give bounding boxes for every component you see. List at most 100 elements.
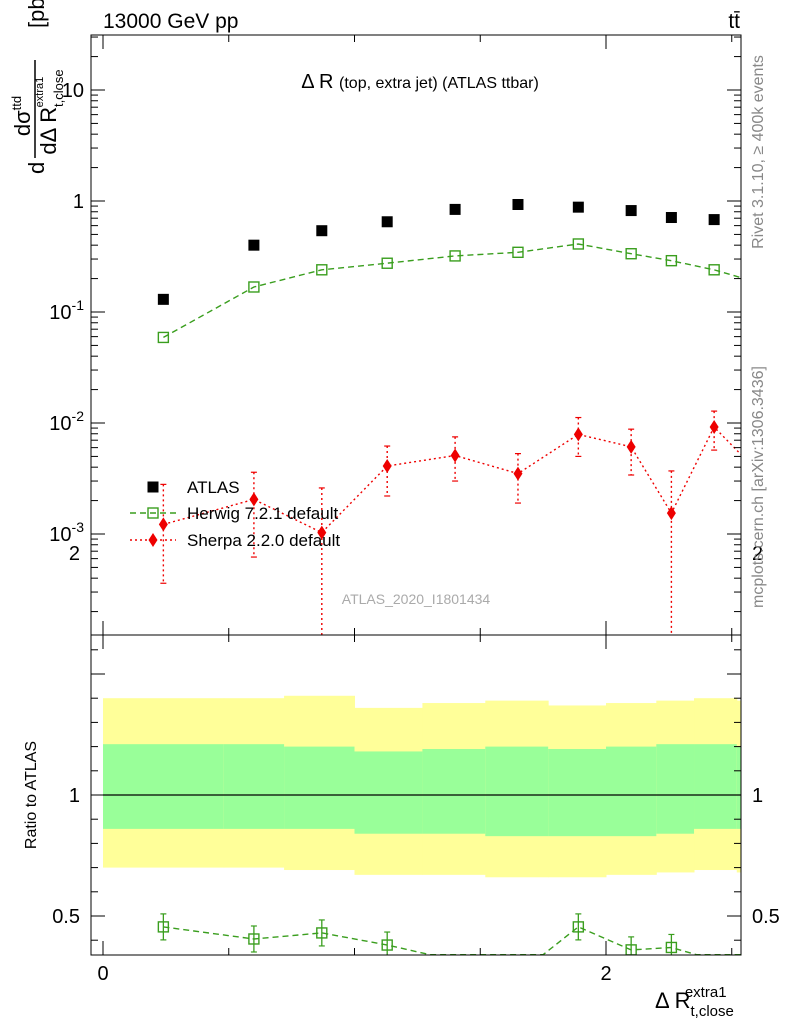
data-point (157, 293, 169, 305)
y-label-numerator: dσttd (9, 96, 35, 136)
y-label-prefix: d (24, 162, 49, 174)
process-label: tt̄ (728, 10, 740, 33)
ratio-data-point (572, 921, 585, 933)
x-tick-label: 2 (600, 963, 611, 985)
y-tick-label: 10-3 (49, 519, 84, 546)
y-label-unit: [pb] (24, 0, 49, 28)
chart-title: Δ R (top, extra jet) (ATLAS ttbar) (301, 71, 539, 93)
ratio-y-tick-label: 1 (752, 785, 763, 807)
legend-marker (147, 507, 159, 519)
data-point (381, 257, 393, 269)
data-point (625, 205, 637, 217)
data-point (572, 238, 585, 250)
data-point (512, 246, 524, 259)
ratio-series-herwig (157, 913, 741, 955)
data-point (248, 281, 260, 293)
mcplots-label: mcplots.cern.ch [arXiv:1306.3436] (750, 366, 767, 608)
data-point (449, 203, 461, 215)
data-point (512, 198, 524, 210)
data-point (626, 439, 636, 454)
data-point (316, 225, 328, 237)
data-point (381, 216, 393, 228)
ratio-uncertainty-bands (103, 695, 786, 878)
data-point (249, 492, 259, 507)
legend-marker (148, 533, 158, 547)
ratio-y-tick-label: 0.5 (752, 906, 780, 928)
y-tick-label: 10-2 (49, 408, 84, 435)
inner-band-segment (694, 744, 738, 829)
y-label-denominator: dΔ Rt,closeextra1 (34, 69, 66, 154)
series-line (163, 243, 741, 339)
x-axis-label: Δ Rt,closeextra1 (655, 984, 734, 1020)
data-point (709, 420, 719, 435)
data-point (665, 212, 677, 224)
inner-band-segment (548, 749, 607, 837)
main-y-axis: 10-3 10-2 10-1 1 10 (49, 35, 741, 635)
data-point (450, 448, 460, 463)
ratio-y-tick-label: 2 (69, 543, 80, 565)
energy-label: 13000 GeV pp (103, 10, 238, 33)
inner-band-segment (422, 749, 486, 834)
ratio-y-axis-label: Ratio to ATLAS (23, 741, 40, 849)
data-point (513, 466, 523, 481)
data-point (158, 517, 168, 532)
inner-band-segment (656, 744, 695, 834)
data-point (665, 254, 678, 267)
data-point (316, 264, 328, 276)
inner-band-segment (223, 744, 285, 829)
rivet-version-label: Rivet 3.1.10, ≥ 400k events (750, 55, 767, 249)
inner-band-segment (354, 751, 423, 834)
ratio-data-point (316, 927, 328, 939)
data-point (382, 458, 392, 473)
data-point (708, 214, 720, 226)
legend-label: Sherpa 2.2.0 default (187, 531, 340, 550)
ratio-y-tick-label: 2 (752, 543, 763, 565)
analysis-watermark: ATLAS_2020_I1801434 (342, 591, 491, 607)
inner-band-segment (284, 746, 355, 829)
main-series (157, 198, 762, 635)
data-point (666, 506, 676, 521)
ratio-series (157, 913, 741, 955)
data-point (573, 427, 583, 442)
data-point (317, 525, 327, 540)
ratio-series-line (163, 926, 741, 955)
data-point (572, 201, 584, 213)
x-label-text: Δ Rt,closeextra1 (655, 984, 734, 1020)
ratio-axes: 0.50.51122024 (52, 543, 780, 985)
legend-item: ATLAS (147, 478, 240, 497)
ratio-y-tick-label: 1 (69, 785, 80, 807)
data-point (752, 277, 762, 287)
inner-band-segment (103, 744, 225, 829)
series-line (163, 425, 741, 534)
data-point (625, 248, 637, 260)
ratio-data-point (665, 941, 678, 954)
legend-marker (147, 481, 159, 493)
ratio-data-point (381, 939, 393, 951)
data-point (708, 264, 720, 276)
legend-item: Herwig 7.2.1 default (130, 504, 338, 523)
series-atlas (157, 198, 720, 305)
inner-band-segment (485, 746, 549, 837)
outer-band-segment (777, 696, 786, 875)
series-sherpa (158, 410, 741, 635)
y-tick-label: 1 (73, 191, 84, 213)
ratio-data-point (157, 921, 170, 933)
inner-band-segment (736, 746, 741, 829)
inner-band-segment (606, 746, 657, 837)
y-tick-label: 10-1 (49, 297, 84, 324)
legend-item: Sherpa 2.2.0 default (130, 531, 340, 550)
series-herwig (157, 238, 762, 344)
inner-band-segment (777, 744, 786, 834)
legend-label: Herwig 7.2.1 default (187, 504, 338, 523)
x-tick-label: 0 (97, 963, 108, 985)
legend: ATLAS Herwig 7.2.1 default Sherpa 2.2.0 de… (130, 478, 340, 550)
data-point (449, 250, 461, 262)
data-point (248, 239, 260, 251)
ratio-y-tick-label: 0.5 (52, 906, 80, 928)
data-point (157, 331, 170, 344)
y-tick-label: 10 (62, 80, 84, 102)
